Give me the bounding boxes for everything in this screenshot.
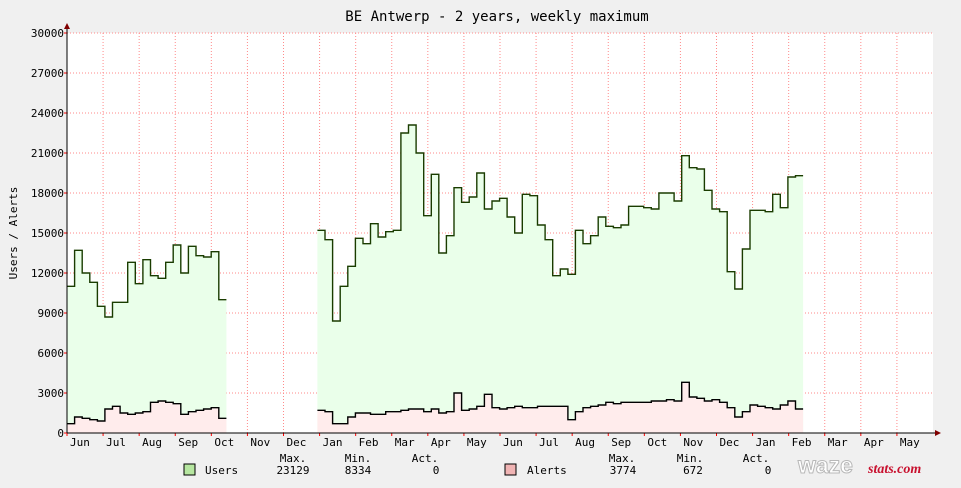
x-tick-label: Feb — [792, 436, 812, 449]
series-line-alerts — [67, 400, 227, 425]
legend-header-min-2: Min. — [677, 452, 704, 465]
series-area-users — [317, 125, 804, 433]
x-tick-label: Dec — [287, 436, 307, 449]
x-axis-arrow — [935, 430, 941, 436]
legend-swatch-alerts — [504, 463, 517, 476]
y-tick-label: 15000 — [31, 227, 64, 240]
x-tick-label: May — [467, 436, 487, 449]
series-line-users — [67, 244, 227, 318]
legend-users-min: 8334 — [345, 464, 372, 477]
x-tick-label: Jan — [323, 436, 343, 449]
x-tick-label: Nov — [250, 436, 270, 449]
x-tick-label: Aug — [575, 436, 595, 449]
legend-header-min-1: Min. — [345, 452, 372, 465]
legend-alerts-act: 0 — [765, 464, 772, 477]
y-tick-label: 21000 — [31, 147, 64, 160]
x-tick-label: Apr — [431, 436, 451, 449]
legend-users-act: 0 — [433, 464, 440, 477]
series-area-users — [67, 245, 227, 433]
series-layer — [67, 124, 804, 433]
legend-label-users: Users — [205, 464, 238, 477]
x-tick-label: Oct — [647, 436, 667, 449]
y-tick-label: 9000 — [38, 307, 65, 320]
legend-header-max-1: Max. — [280, 452, 307, 465]
x-tick-label: Jul — [539, 436, 559, 449]
x-tick-label: Dec — [720, 436, 740, 449]
x-tick-label: Oct — [214, 436, 234, 449]
x-tick-label: Feb — [359, 436, 379, 449]
x-tick-label: Jul — [106, 436, 126, 449]
x-tick-label: Jan — [756, 436, 776, 449]
legend-swatch-users — [183, 463, 196, 476]
wazestats-logo: waze stats.com — [797, 452, 922, 479]
y-tick-label: 27000 — [31, 67, 64, 80]
legend-header-act-2: Act. — [743, 452, 770, 465]
y-axis-label: Users / Alerts — [7, 187, 20, 280]
x-tick-label: Jun — [70, 436, 90, 449]
legend-label-alerts: Alerts — [527, 464, 567, 477]
x-tick-label: Jun — [503, 436, 523, 449]
y-tick-label: 3000 — [38, 387, 65, 400]
legend-users-max: 23129 — [276, 464, 309, 477]
y-tick-label: 30000 — [31, 27, 64, 40]
legend-alerts-max: 3774 — [610, 464, 637, 477]
axes: 0 3000 6000 9000 12000 15000 18000 21000 24000 27… — [31, 23, 941, 449]
legend-header-max-2: Max. — [609, 452, 636, 465]
chart-title: BE Antwerp - 2 years, weekly maximum — [345, 9, 648, 25]
y-axis-arrow — [64, 23, 70, 29]
series-line-users — [317, 124, 804, 322]
x-tick-label: Sep — [611, 436, 631, 449]
x-tick-label: Mar — [828, 436, 848, 449]
legend: Max. Min. Act. Users 23129 8334 0 Max. M… — [183, 452, 772, 477]
y-tick-label: 18000 — [31, 187, 64, 200]
x-tick-label: Aug — [142, 436, 162, 449]
x-tick-label: Mar — [395, 436, 415, 449]
legend-header-act-1: Act. — [412, 452, 439, 465]
y-tick-label: 0 — [57, 427, 64, 440]
x-tick-label: Apr — [864, 436, 884, 449]
x-tick-label: Nov — [683, 436, 703, 449]
series-line-alerts — [317, 381, 804, 425]
x-tick-label: May — [900, 436, 920, 449]
legend-alerts-min: 672 — [683, 464, 703, 477]
logo-stats: stats.com — [867, 462, 921, 477]
y-tick-label: 24000 — [31, 107, 64, 120]
series-area-alerts — [317, 382, 804, 433]
y-tick-label: 6000 — [38, 347, 65, 360]
logo-waze: waze — [797, 452, 853, 478]
y-tick-label: 12000 — [31, 267, 64, 280]
x-tick-label: Sep — [178, 436, 198, 449]
